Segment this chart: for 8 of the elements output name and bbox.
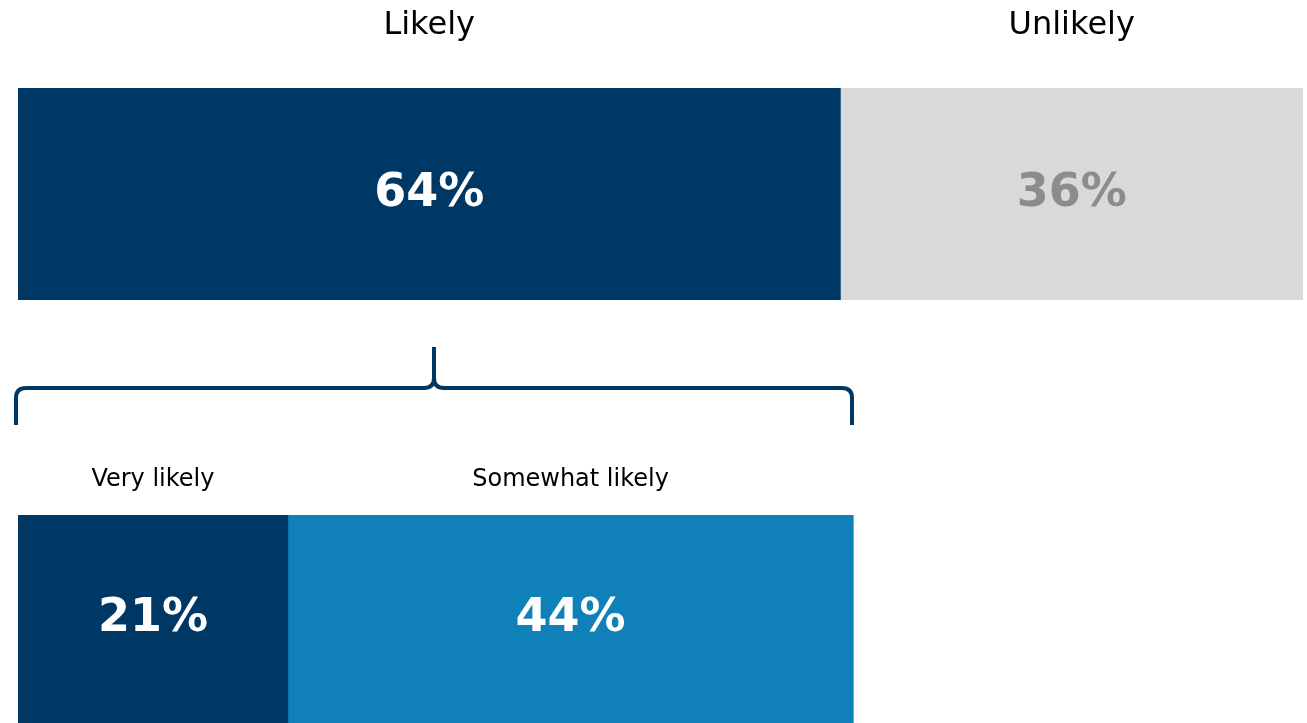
data-label: 36% <box>1016 162 1127 217</box>
data-label: 64% <box>374 162 485 217</box>
series-label: Very likely <box>91 464 215 493</box>
series-label: Somewhat likely <box>472 464 669 493</box>
data-label: 21% <box>97 587 208 642</box>
data-label: 44% <box>515 587 626 642</box>
series-label: Unlikely <box>1008 4 1135 43</box>
series-label: Likely <box>383 4 476 43</box>
